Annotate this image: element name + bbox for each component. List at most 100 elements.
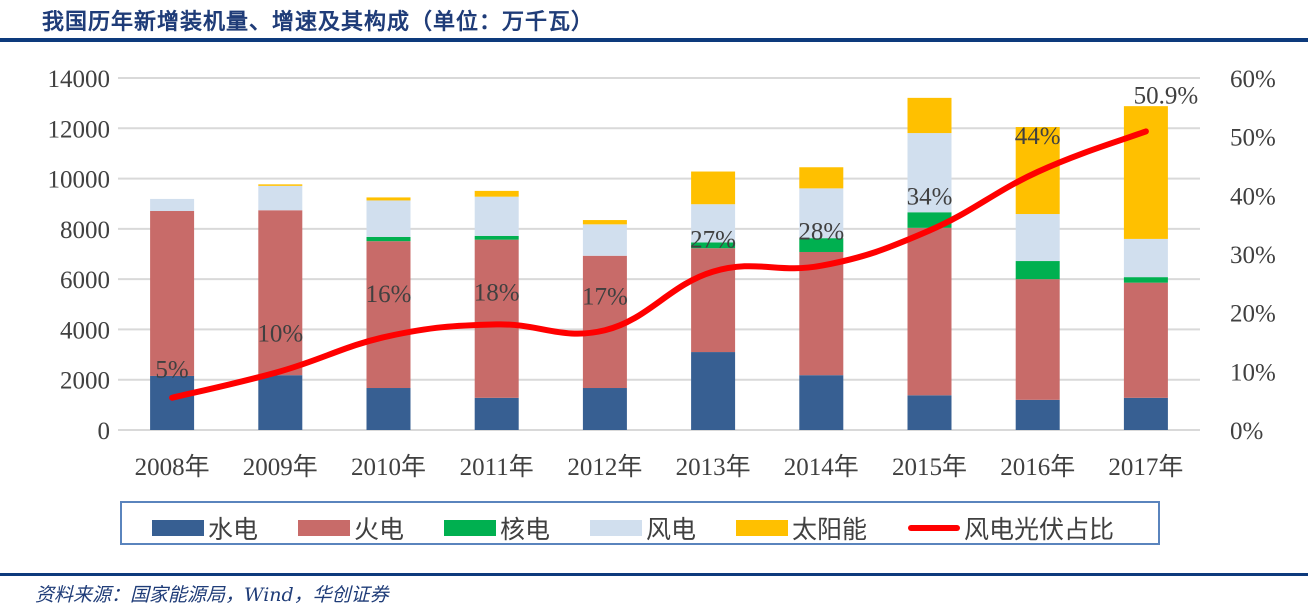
- y-left-tick-label: 4000: [60, 317, 110, 344]
- y-left-tick-label: 12000: [48, 116, 111, 143]
- bar-solar-segment: [474, 190, 519, 197]
- y-right-tick-label: 30%: [1230, 242, 1276, 269]
- legend: 水电 火电 核电 风电 太阳能 风电光伏占比: [120, 501, 1160, 545]
- bar-thermal-segment: [366, 241, 411, 389]
- share-data-label: 28%: [798, 219, 844, 246]
- bar-solar-segment: [1123, 106, 1168, 239]
- share-data-label: 18%: [474, 279, 520, 306]
- y-left-tick-label: 10000: [48, 167, 111, 194]
- bar-hydro-segment: [1123, 397, 1168, 430]
- bar-wind-segment: [1123, 238, 1168, 278]
- bar-solar-segment: [799, 167, 844, 189]
- y-left-tick-label: 14000: [48, 66, 111, 93]
- x-tick-label: 2014年: [784, 453, 859, 481]
- bar-hydro-segment: [258, 375, 303, 430]
- legend-swatch-share-line: [908, 525, 960, 531]
- x-tick-label: 2015年: [892, 453, 967, 481]
- title-rule: [0, 38, 1308, 42]
- bar-hydro-segment: [907, 395, 952, 430]
- bar-wind-segment: [1015, 214, 1060, 262]
- y-left-tick-label: 8000: [60, 217, 110, 244]
- legend-item-wind: 风电: [590, 510, 696, 546]
- bar-hydro-segment: [366, 388, 411, 430]
- bar-wind-segment: [150, 198, 195, 212]
- bar-thermal-segment: [258, 210, 303, 376]
- source-note: 资料来源：国家能源局，Wind，华创证券: [35, 584, 389, 606]
- x-tick-label: 2017年: [1108, 453, 1183, 481]
- bar-hydro-segment: [1015, 399, 1060, 430]
- bar-solar-segment: [907, 97, 952, 134]
- data-labels: 5% 10% 16% 18% 17% 27% 28% 34% 44% 50.9%: [155, 82, 1198, 383]
- bar-hydro-segment: [691, 352, 736, 430]
- bar-wind-segment: [366, 200, 411, 237]
- bar-solar-segment: [691, 171, 736, 205]
- footer-rule: [0, 573, 1308, 576]
- legend-label: 水电: [208, 515, 259, 544]
- bar-thermal-segment: [691, 248, 736, 353]
- bar-hydro-segment: [150, 375, 195, 430]
- x-tick-label: 2013年: [676, 453, 751, 481]
- y-left-tick-label: 2000: [60, 368, 110, 395]
- x-tick-label: 2011年: [460, 453, 534, 481]
- legend-label: 火电: [354, 515, 405, 544]
- bar-wind-segment: [258, 185, 303, 211]
- y-left-tick-label: 6000: [60, 267, 110, 294]
- bar-nuclear-segment: [366, 236, 411, 242]
- chart-title: 我国历年新增装机量、增速及其构成（单位：万千瓦）: [42, 9, 595, 35]
- bar-thermal-segment: [474, 239, 519, 398]
- x-axis: 2008年 2009年 2010年 2011年 2012年 2013年 2014年 2015年…: [135, 453, 1184, 481]
- bar-nuclear-segment: [1015, 261, 1060, 280]
- legend-swatch-wind: [590, 520, 642, 536]
- share-data-label: 16%: [366, 281, 412, 308]
- bar-thermal-segment: [1015, 279, 1060, 400]
- bar-thermal-segment: [150, 211, 195, 376]
- share-data-label: 50.9%: [1134, 82, 1199, 109]
- legend-label: 风电光伏占比: [964, 515, 1115, 544]
- x-tick-label: 2008年: [135, 453, 210, 481]
- y-axis-right: 0% 10% 20% 30% 40% 50% 60%: [1230, 66, 1276, 445]
- y-right-tick-label: 10%: [1230, 359, 1276, 386]
- bar-wind-segment: [907, 133, 952, 213]
- bar-nuclear-segment: [1123, 277, 1168, 283]
- bar-nuclear-segment: [474, 235, 519, 240]
- legend-item-solar: 太阳能: [736, 510, 867, 546]
- legend-label: 核电: [500, 515, 551, 544]
- share-data-label: 17%: [582, 283, 628, 310]
- y-right-tick-label: 60%: [1230, 66, 1276, 93]
- legend-swatch-thermal: [298, 520, 350, 536]
- legend-swatch-hydro: [152, 520, 204, 536]
- y-right-tick-label: 50%: [1230, 125, 1276, 152]
- legend-swatch-solar: [736, 520, 788, 536]
- share-data-label: 27%: [690, 227, 736, 254]
- y-right-tick-label: 20%: [1230, 301, 1276, 328]
- bar-wind-segment: [799, 188, 844, 239]
- bar-solar-segment: [366, 197, 411, 201]
- legend-item-hydro: 水电: [152, 510, 258, 546]
- share-data-label: 10%: [257, 320, 303, 347]
- bar-thermal-segment: [799, 251, 844, 376]
- line-series: [169, 128, 1149, 401]
- y-right-tick-label: 40%: [1230, 183, 1276, 210]
- bars: [150, 97, 1168, 430]
- share-data-label: 5%: [155, 357, 188, 384]
- bar-nuclear-segment: [691, 242, 736, 249]
- x-tick-label: 2009年: [243, 453, 318, 481]
- legend-label: 风电: [646, 515, 697, 544]
- bar-thermal-segment: [907, 227, 952, 396]
- bar-thermal-segment: [582, 255, 627, 389]
- legend-item-share: 风电光伏占比: [908, 510, 1114, 546]
- x-tick-label: 2016年: [1000, 453, 1075, 481]
- y-axis-left: 0 2000 4000 6000 8000 10000 12000 14000: [48, 66, 111, 445]
- bar-hydro-segment: [799, 375, 844, 430]
- bar-solar-segment: [582, 220, 627, 225]
- y-right-tick-label: 0%: [1230, 418, 1263, 445]
- x-tick-label: 2010年: [351, 453, 426, 481]
- legend-item-thermal: 火电: [298, 510, 404, 546]
- legend-label: 太阳能: [792, 515, 868, 544]
- bar-solar-segment: [258, 184, 303, 186]
- bar-wind-segment: [474, 196, 519, 236]
- bar-nuclear-segment: [799, 238, 844, 252]
- share-data-label: 44%: [1015, 123, 1061, 150]
- x-tick-label: 2012年: [567, 453, 642, 481]
- legend-item-nuclear: 核电: [444, 510, 550, 546]
